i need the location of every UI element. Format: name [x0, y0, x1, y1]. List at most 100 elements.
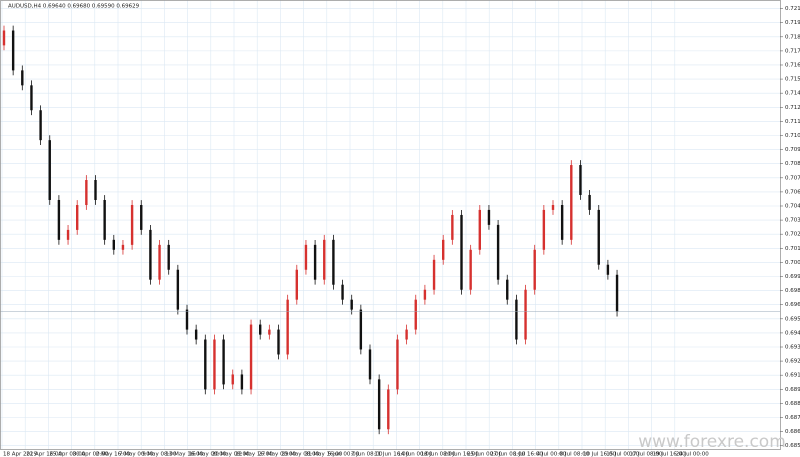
x-tick-label: 18 Apr 2019 [3, 452, 38, 457]
candles [0, 25, 780, 435]
candle-body [414, 299, 417, 330]
y-tick-label: 0.71065 [785, 133, 800, 139]
candle-body [57, 199, 61, 240]
candle-body [542, 209, 546, 250]
candle-body [21, 70, 24, 86]
y-tick-label: 0.70950 [785, 147, 800, 153]
candle-body [249, 324, 253, 390]
x-tick-label: 20 Jun 16:00 [444, 452, 479, 457]
y-tick-label: 0.68995 [785, 387, 800, 393]
candle-body [94, 180, 97, 200]
x-tick-label: 13 May 16:00 [165, 452, 203, 457]
y-tick-label: 0.72100 [785, 6, 800, 12]
candle-body [167, 244, 170, 270]
y-tick-label: 0.69800 [785, 288, 800, 294]
candle-body [48, 140, 51, 200]
x-tick-label: 22 Apr 16:00 [26, 452, 62, 457]
candle-body [506, 279, 509, 300]
candle-body [451, 214, 454, 240]
x-tick-label: 16 May 00:00 [189, 452, 227, 457]
candle-body [213, 339, 216, 390]
y-tick-label: 0.71180 [785, 119, 800, 125]
candle-body [570, 165, 573, 240]
x-tick-label: 7 May 00:00 [119, 452, 154, 457]
candle-body [387, 389, 390, 430]
candle-body [103, 199, 106, 240]
y-tick-label: 0.71985 [785, 20, 800, 26]
candle-body [597, 209, 600, 265]
y-tick-label: 0.70490 [785, 203, 800, 209]
candle-body [615, 274, 619, 312]
x-tick-label: 18 Jun 08:00 [421, 452, 456, 457]
candle-body [332, 239, 335, 285]
candle-body [259, 324, 262, 335]
x-tick-label: 9 May 08:00 [142, 452, 177, 457]
candle-body [551, 205, 555, 210]
candle-body [121, 244, 125, 250]
grid [0, 0, 780, 450]
y-tick-label: 0.69570 [785, 316, 800, 322]
y-tick-label: 0.71755 [785, 48, 800, 54]
candle-body [515, 299, 518, 340]
x-tick-label: 27 May 00:00 [258, 452, 296, 457]
x-tick-label: 4 Jul 00:00 [537, 452, 567, 457]
x-tick-label: 20 May 08:00 [212, 452, 250, 457]
y-tick-label: 0.69685 [785, 302, 800, 308]
x-tick-label: 15 Jul 00:00 [606, 452, 639, 457]
candle-body [295, 269, 298, 300]
y-tick-label: 0.69340 [785, 345, 800, 351]
candle-body [85, 180, 88, 206]
x-tick-label: 25 Apr 08:00 [49, 452, 85, 457]
x-tick-label: 10 Jul 16:00 [583, 452, 616, 457]
candle-body [579, 165, 582, 195]
candle-body [442, 239, 445, 260]
candle-body [469, 249, 472, 290]
y-tick-label: 0.70030 [785, 260, 800, 266]
y-tick-label: 0.71640 [785, 62, 800, 68]
x-tick-label: 22 May 16:00 [235, 452, 273, 457]
candle-body [2, 30, 6, 46]
y-tick-label: 0.69455 [785, 330, 800, 336]
candle-body [277, 329, 280, 355]
candle-body [286, 299, 289, 355]
candle-body [524, 289, 527, 340]
candle-body [478, 209, 481, 250]
candle-body [176, 269, 180, 310]
candle-body [194, 329, 198, 340]
candle-body [140, 205, 143, 230]
candle-body [222, 339, 225, 385]
y-tick-label: 0.70260 [785, 232, 800, 238]
plot-frame [0, 0, 781, 450]
candle-body [423, 289, 427, 300]
x-tick-label: 11 Jun 16:00 [374, 452, 409, 457]
candle-body [405, 329, 408, 340]
candle-body [560, 205, 564, 240]
y-tick-label: 0.70145 [785, 246, 800, 252]
candle-body [30, 85, 33, 111]
candle-body [359, 309, 363, 350]
y-tick-label: 0.70720 [785, 175, 800, 181]
y-tick-label: 0.71410 [785, 91, 800, 97]
watermark: www.forexre.com [638, 432, 786, 452]
x-tick-label: 17 Jul 08:00 [629, 452, 662, 457]
candle-body [11, 30, 15, 71]
chart-title: AUDUSD,H4 0.69640 0.69680 0.69590 0.6962… [8, 4, 140, 10]
candle-body [460, 214, 463, 290]
candle-body [185, 309, 189, 330]
candle-body [432, 259, 436, 290]
candle-body [606, 264, 610, 275]
candle-body [313, 244, 317, 280]
candle-body [396, 339, 399, 390]
candle-body [350, 299, 353, 310]
y-tick-label: 0.68535 [785, 443, 800, 449]
candle-body [304, 244, 308, 270]
candle-body [204, 339, 207, 390]
x-tick-label: 7 Jun 08:00 [351, 452, 383, 457]
x-tick-label: 30 Apr 00:00 [73, 452, 109, 457]
y-tick-label: 0.70835 [785, 161, 800, 167]
candle-body [76, 205, 79, 230]
candle-body [487, 209, 491, 225]
x-tick-label: 25 Jun 00:00 [467, 452, 502, 457]
